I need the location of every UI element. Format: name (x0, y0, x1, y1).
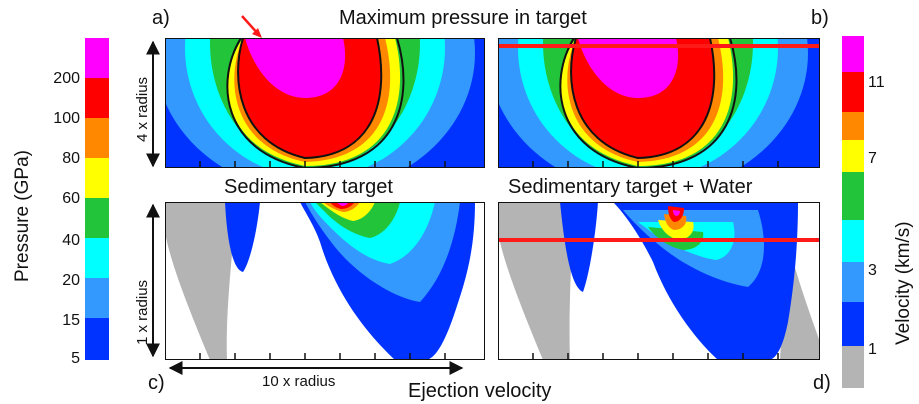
panel-letter-d: d) (813, 372, 831, 394)
pressure-swatch-5 (85, 318, 109, 360)
pressure-swatch-20 (85, 238, 109, 278)
pressure-swatch-60 (85, 158, 109, 198)
panel-b-pressure-map (498, 38, 820, 168)
pressure-tick-5: 5 (71, 350, 80, 367)
pressure-swatch-80 (85, 118, 109, 158)
panel-d-ejection-map (498, 202, 820, 360)
panel-letter-b: b) (811, 7, 829, 29)
pressure-tick-200: 200 (53, 70, 80, 87)
velocity-swatch-lightblue (842, 262, 864, 302)
velocity-swatch-green (842, 172, 864, 220)
velocity-tick-3: 3 (868, 262, 877, 279)
pressure-tick-20: 20 (62, 272, 80, 289)
velocity-swatch-yellow (842, 140, 864, 172)
x-axis-label-ejection-velocity: Ejection velocity (408, 380, 552, 402)
pressure-swatch-200 (85, 38, 109, 78)
pressure-tick-40: 40 (62, 232, 80, 249)
pressure-swatch-15 (85, 278, 109, 318)
panel-letter-c: c) (148, 372, 165, 394)
arrow-down-right-icon (241, 15, 262, 38)
pressure-tick-15: 15 (62, 312, 80, 329)
title-maximum-pressure: Maximum pressure in target (339, 7, 587, 29)
pressure-tick-60: 60 (62, 190, 80, 207)
panel-a-pressure-map (165, 38, 485, 168)
pressure-colorbar (85, 38, 109, 360)
pressure-tick-80: 80 (62, 150, 80, 167)
velocity-tick-1: 1 (868, 341, 877, 358)
title-sedimentary-target-water: Sedimentary target + Water (508, 176, 753, 198)
velocity-swatch-blue (842, 302, 864, 346)
pressure-tick-100: 100 (53, 110, 80, 127)
velocity-tick-7: 7 (868, 150, 877, 167)
velocity-swatch-magenta (842, 36, 864, 72)
velocity-swatch-red (842, 72, 864, 112)
panel-c-ejection-map (165, 202, 485, 360)
velocity-tick-11: 11 (868, 74, 885, 91)
panel-letter-a: a) (152, 7, 170, 29)
title-sedimentary-target: Sedimentary target (224, 176, 393, 198)
velocity-swatch-cyan (842, 220, 864, 262)
pressure-swatch-40 (85, 198, 109, 238)
velocity-swatch-gray (842, 346, 864, 388)
scale-10x-radius: 10 x radius (262, 373, 336, 390)
velocity-swatch-orange (842, 112, 864, 140)
pressure-swatch-100 (85, 78, 109, 118)
velocity-colorbar (842, 36, 864, 388)
